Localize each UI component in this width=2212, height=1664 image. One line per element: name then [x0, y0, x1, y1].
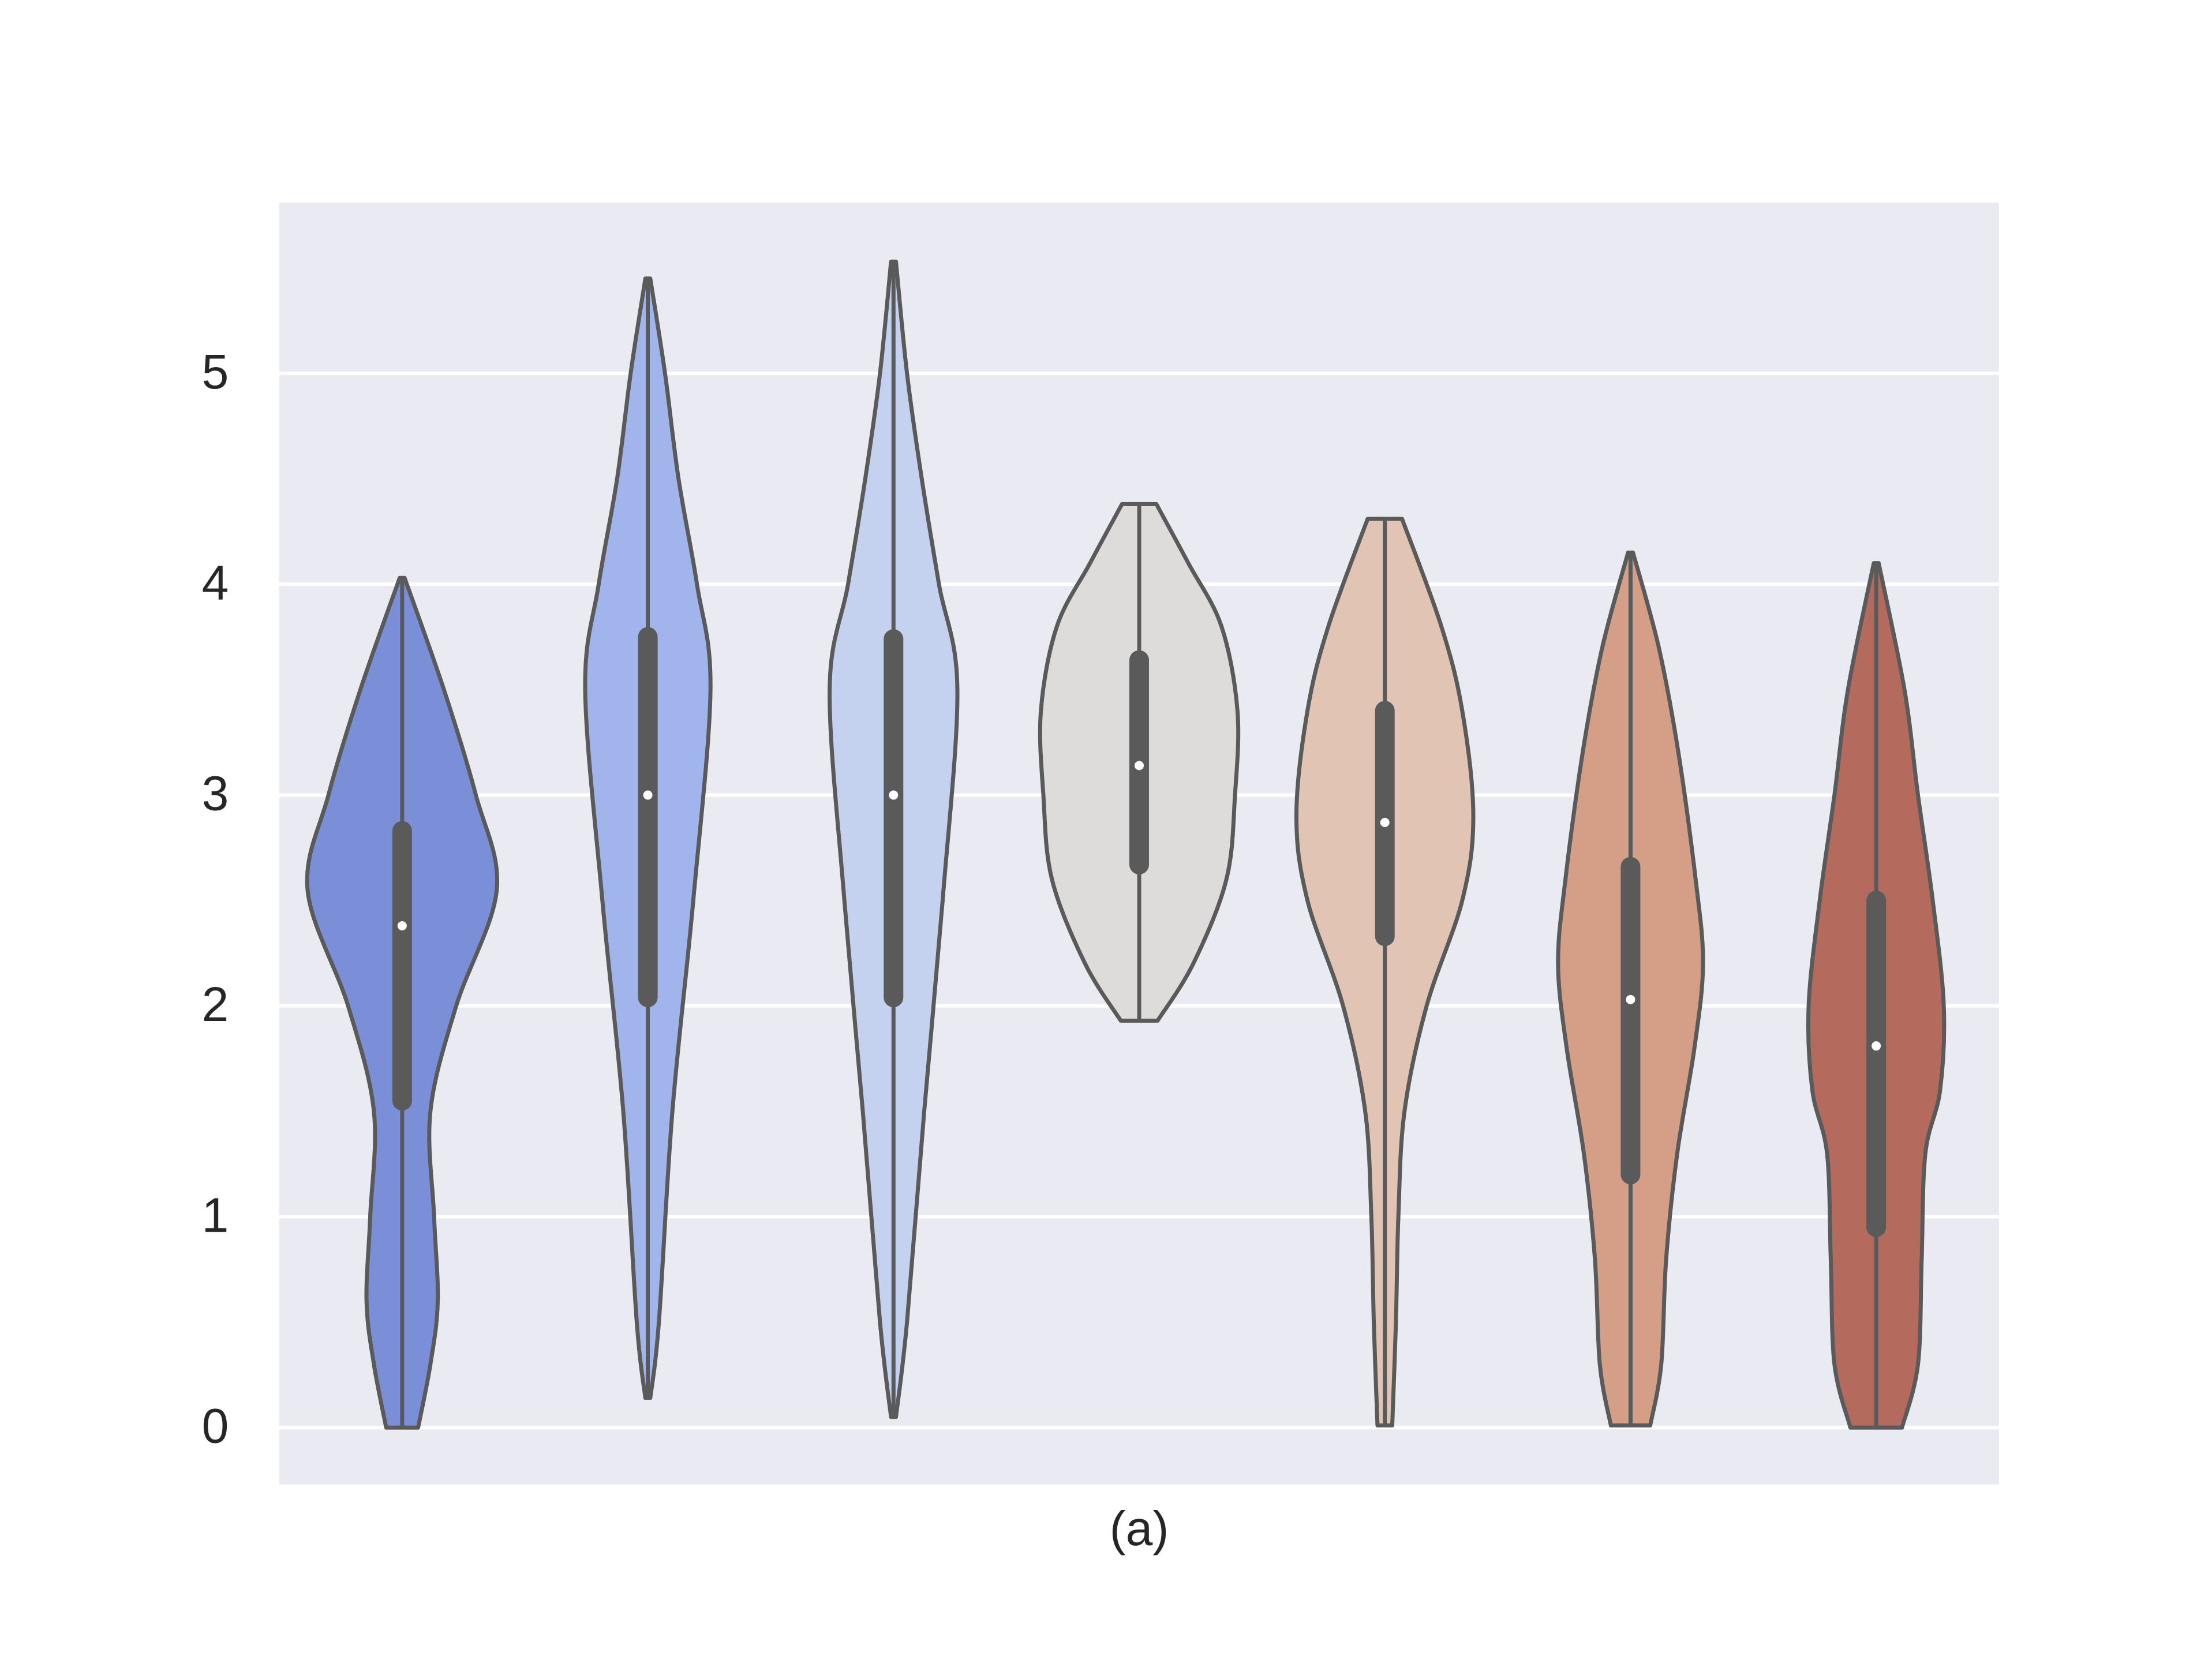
median-dot — [1135, 761, 1144, 771]
median-dot — [643, 790, 653, 800]
median-dot — [889, 790, 899, 800]
median-dot — [1380, 817, 1390, 827]
y-tick-label: 5 — [202, 345, 229, 399]
median-dot — [397, 921, 407, 930]
y-tick-label: 1 — [202, 1188, 229, 1242]
y-tick-label: 4 — [202, 555, 229, 609]
median-dot — [1626, 994, 1635, 1004]
median-dot — [1872, 1041, 1881, 1051]
y-tick-label: 3 — [202, 766, 229, 821]
x-axis-label: (a) — [1110, 1501, 1169, 1555]
y-tick-label: 0 — [202, 1399, 229, 1453]
y-tick-label: 2 — [202, 977, 229, 1031]
